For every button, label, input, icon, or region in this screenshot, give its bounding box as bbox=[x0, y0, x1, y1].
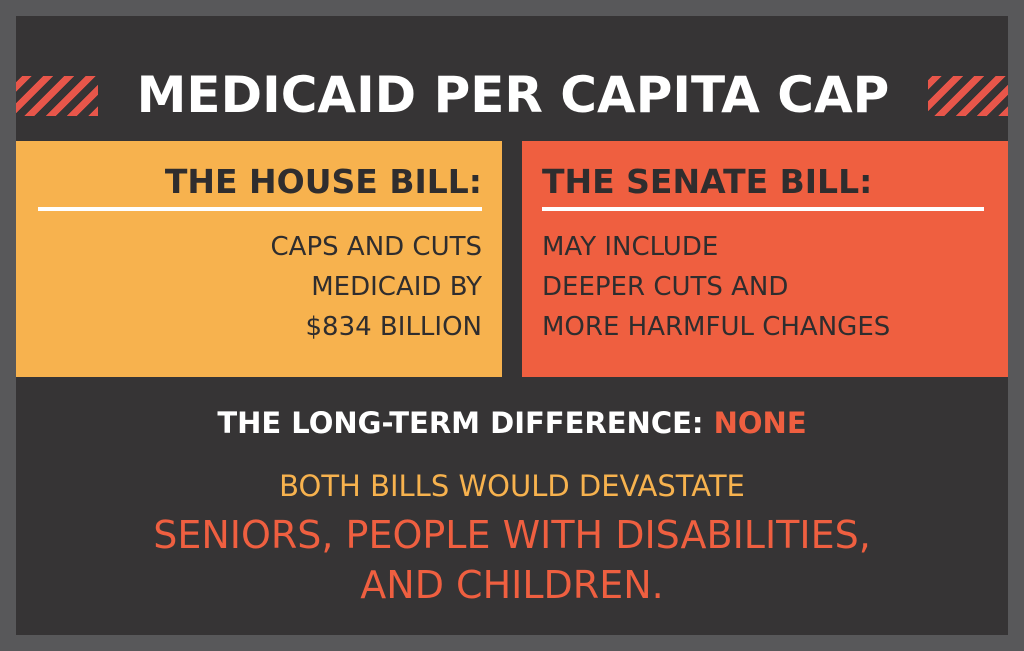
house-bill-line: MEDICAID BY bbox=[311, 272, 482, 302]
senate-bill-description: MAY INCLUDE DEEPER CUTS AND MORE HARMFUL… bbox=[542, 227, 890, 347]
difference-answer: NONE bbox=[713, 406, 807, 440]
senate-bill-line: DEEPER CUTS AND bbox=[542, 272, 789, 302]
senate-bill-heading: THE SENATE BILL: bbox=[542, 162, 873, 201]
senate-bill-line: MAY INCLUDE bbox=[542, 232, 719, 262]
senate-bill-divider bbox=[542, 207, 984, 211]
difference-label: THE LONG-TERM DIFFERENCE: bbox=[217, 406, 714, 440]
senate-bill-line: MORE HARMFUL CHANGES bbox=[542, 312, 891, 342]
long-term-difference: THE LONG-TERM DIFFERENCE: NONE bbox=[16, 398, 1008, 448]
page-title: MEDICAID PER CAPITA CAP bbox=[136, 66, 890, 124]
affected-groups-line: AND CHILDREN. bbox=[360, 563, 664, 607]
house-bill-panel: THE HOUSE BILL: CAPS AND CUTS MEDICAID B… bbox=[16, 141, 502, 377]
house-bill-divider bbox=[38, 207, 482, 211]
infographic: MEDICAID PER CAPITA CAP THE HOUSE BILL: … bbox=[16, 16, 1008, 635]
senate-bill-panel: THE SENATE BILL: MAY INCLUDE DEEPER CUTS… bbox=[522, 141, 1008, 377]
house-bill-description: CAPS AND CUTS MEDICAID BY $834 BILLION bbox=[271, 227, 482, 347]
house-bill-line: $834 BILLION bbox=[305, 312, 483, 342]
house-bill-heading: THE HOUSE BILL: bbox=[164, 162, 482, 201]
affected-groups-line: SENIORS, PEOPLE WITH DISABILITIES, bbox=[153, 513, 871, 557]
both-bills-statement: BOTH BILLS WOULD DEVASTATE bbox=[279, 469, 745, 503]
hazard-stripes-right bbox=[928, 76, 1008, 116]
hazard-stripes-left bbox=[16, 76, 98, 116]
affected-groups: SENIORS, PEOPLE WITH DISABILITIES, AND C… bbox=[16, 510, 1008, 610]
house-bill-line: CAPS AND CUTS bbox=[270, 232, 482, 262]
